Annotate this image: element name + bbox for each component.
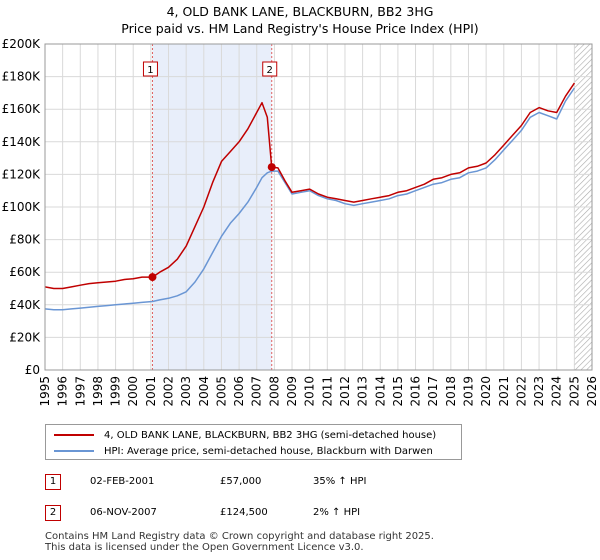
y-tick-label: £40K [9, 298, 41, 312]
x-tick-label: 2002 [162, 376, 176, 407]
sale-badge: 2 [45, 505, 61, 521]
property-series-line [44, 82, 576, 290]
legend-label-property: 4, OLD BANK LANE, BLACKBURN, BB2 3HG (se… [104, 429, 437, 441]
y-tick-label: £180K [2, 70, 42, 84]
sale-price: £57,000 [220, 476, 262, 487]
y-tick-label: £0 [25, 363, 40, 377]
x-tick-label: 2015 [391, 376, 405, 407]
sale-label-box [262, 61, 278, 77]
footer-copyright: Contains HM Land Registry data © Crown c… [45, 531, 434, 542]
x-tick-label: 2012 [338, 376, 352, 407]
sale-label: 2 [267, 65, 273, 76]
x-tick-label: 2025 [567, 376, 581, 407]
legend-label-hpi: HPI: Average price, semi-detached house,… [104, 445, 433, 457]
sale-label: 1 [147, 65, 153, 76]
x-tick-label: 2023 [532, 376, 546, 407]
y-tick-label: £100K [2, 200, 42, 214]
x-tick-label: 2008 [267, 376, 281, 407]
legend-swatch-property [54, 434, 94, 436]
x-tick-label: 2013 [356, 376, 370, 407]
x-tick-label: 2009 [285, 376, 299, 407]
x-tick-label: 2014 [373, 376, 387, 407]
sale-point [148, 273, 157, 282]
sale-date: 02-FEB-2001 [90, 476, 155, 487]
x-tick-label: 2017 [426, 376, 440, 407]
x-tick-label: 2005 [214, 376, 228, 407]
legend-swatch-hpi [54, 450, 94, 452]
y-tick-label: £160K [2, 102, 42, 116]
sale-label-box [142, 61, 158, 77]
x-tick-label: 2010 [303, 376, 317, 407]
y-tick-label: £80K [9, 233, 41, 247]
x-tick-label: 2006 [232, 376, 246, 407]
x-tick-label: 1995 [38, 376, 52, 407]
x-tick-label: 2001 [144, 376, 158, 407]
x-tick-label: 2016 [409, 376, 423, 407]
sale-point [267, 163, 276, 172]
y-tick-label: £120K [2, 167, 42, 181]
x-tick-label: 2022 [514, 376, 528, 407]
sale-hpi-change: 2% ↑ HPI [313, 507, 361, 518]
x-tick-label: 2000 [126, 376, 140, 407]
x-tick-label: 1996 [56, 376, 70, 407]
x-tick-label: 1998 [91, 376, 105, 407]
sale-hpi-change: 35% ↑ HPI [313, 476, 367, 487]
x-tick-label: 1997 [73, 376, 87, 407]
y-tick-label: £60K [9, 265, 41, 279]
footer-license: This data is licensed under the Open Gov… [45, 542, 364, 553]
x-tick-label: 2003 [179, 376, 193, 407]
x-tick-label: 2007 [250, 376, 264, 407]
sale-price: £124,500 [220, 507, 268, 518]
price-chart: 1 2 £0 £20K £40K £60K £80K £100K £120K £140K £160… [2, 37, 599, 407]
y-tick-label: £140K [2, 135, 42, 149]
x-tick-label: 1999 [109, 376, 123, 407]
chart-legend: 4, OLD BANK LANE, BLACKBURN, BB2 3HG (se… [45, 424, 462, 460]
x-tick-label: 2011 [320, 376, 334, 407]
x-tick-label: 2020 [479, 376, 493, 407]
x-tick-label: 2026 [585, 376, 599, 407]
legend-item-hpi: HPI: Average price, semi-detached house,… [54, 444, 433, 458]
sale-date: 06-NOV-2007 [90, 507, 157, 518]
x-tick-label: 2018 [444, 376, 458, 407]
chart-subtitle: Price paid vs. HM Land Registry's House … [121, 21, 479, 36]
plot-border [44, 43, 593, 371]
footer: Contains HM Land Registry data © Crown c… [45, 531, 434, 553]
x-tick-label: 2019 [461, 376, 475, 407]
x-tick-label: 2024 [550, 376, 564, 407]
sale-badge: 1 [45, 474, 61, 490]
chart-title: 4, OLD BANK LANE, BLACKBURN, BB2 3HG [166, 4, 434, 19]
y-tick-label: £200K [2, 37, 42, 51]
x-tick-label: 2004 [197, 376, 211, 407]
hpi-series-line [44, 87, 576, 311]
legend-item-property: 4, OLD BANK LANE, BLACKBURN, BB2 3HG (se… [54, 428, 436, 442]
x-tick-label: 2021 [497, 376, 511, 407]
y-tick-label: £20K [9, 330, 41, 344]
